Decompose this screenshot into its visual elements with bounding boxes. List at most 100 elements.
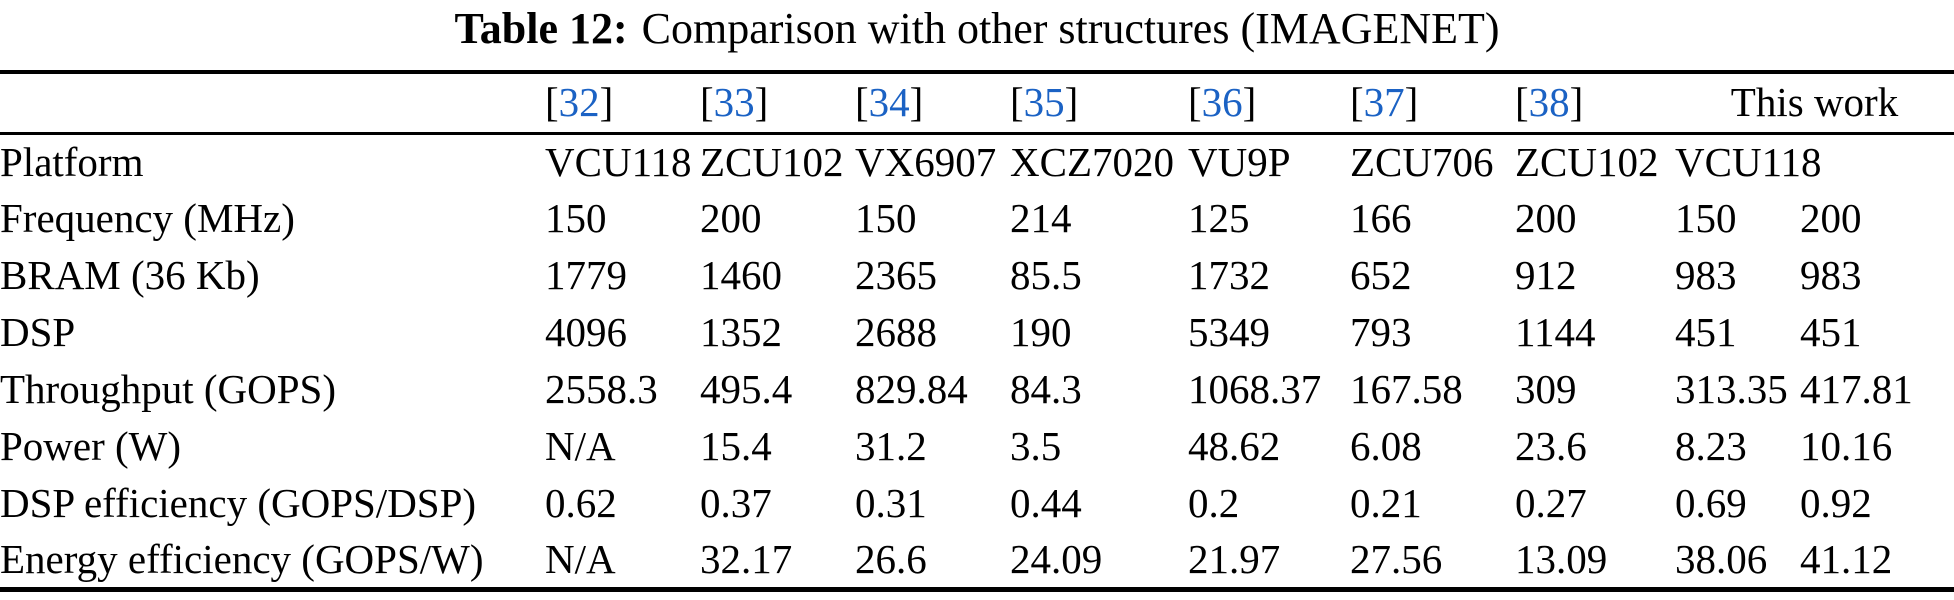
row-label: Throughput (GOPS) [0,366,336,412]
cell: 214 [1010,195,1072,241]
cell: 31.2 [855,423,927,469]
cell: 417.81 [1800,366,1913,412]
row-label: Energy efficiency (GOPS/W) [0,535,484,582]
cell: N/A [545,535,616,582]
citation-link[interactable]: 34 [868,79,910,126]
table-caption-label: Table 12: [454,4,628,53]
cell: 983 [1800,252,1862,298]
citation-link[interactable]: 35 [1023,79,1065,126]
cell: XCZ7020 [1010,138,1174,185]
cell: 0.69 [1675,480,1747,526]
cell: 21.97 [1188,535,1281,582]
cell: 4096 [545,309,627,355]
header-cite-cell: [37] [1350,72,1515,135]
citation-close-bracket: ] [599,79,614,126]
cell: 200 [700,195,762,241]
citation-open-bracket: [ [545,79,559,126]
citation-link[interactable]: 38 [1528,79,1570,126]
citation-open-bracket: [ [1188,79,1202,126]
cell: 495.4 [700,366,793,412]
citation-open-bracket: [ [700,79,714,126]
cell: 150 [855,195,917,241]
cell: 200 [1800,195,1862,241]
table-row-power: Power (W) N/A 15.4 31.2 3.5 48.62 6.08 2… [0,418,1954,475]
cell: 1732 [1188,252,1270,298]
row-label: DSP efficiency (GOPS/DSP) [0,480,477,526]
table-caption: Table 12: Comparison with other structure… [0,0,1954,58]
cell: 313.35 [1675,366,1788,412]
row-label: Power (W) [0,423,182,469]
cell: 32.17 [700,535,793,582]
citation-close-bracket: ] [1569,79,1584,126]
cell: 38.06 [1675,535,1768,582]
table-row-throughput: Throughput (GOPS) 2558.3 495.4 829.84 84… [0,361,1954,418]
cell: 125 [1188,195,1250,241]
cell: 652 [1350,252,1412,298]
cell: 1460 [700,252,782,298]
table-row-platform: Platform VCU118 ZCU102 VX6907 XCZ7020 VU… [0,133,1954,190]
cell: 0.2 [1188,480,1240,526]
header-empty-cell [0,72,545,135]
cell: 1352 [700,309,782,355]
cell: 6.08 [1350,423,1422,469]
cell: 166 [1350,195,1412,241]
cell: 1068.37 [1188,366,1322,412]
citation-close-bracket: ] [754,79,769,126]
citation-open-bracket: [ [1350,79,1364,126]
citation-open-bracket: [ [1515,79,1529,126]
citation-link[interactable]: 36 [1201,79,1243,126]
cell: N/A [545,423,616,469]
cell: 10.16 [1800,423,1893,469]
citation-close-bracket: ] [1404,79,1419,126]
table-row-bram: BRAM (36 Kb) 1779 1460 2365 85.5 1732 65… [0,247,1954,304]
table-row-frequency: Frequency (MHz) 150 200 150 214 125 166 … [0,190,1954,247]
table-caption-text: Comparison with other structures (IMAGEN… [641,4,1500,53]
cell-this-work: VCU118 [1675,138,1822,185]
header-this-work: This work [1675,72,1954,135]
citation-link[interactable]: 37 [1363,79,1405,126]
cell: 912 [1515,252,1577,298]
row-label: DSP [0,309,76,355]
cell: 451 [1675,309,1737,355]
table-row-dsp-efficiency: DSP efficiency (GOPS/DSP) 0.62 0.37 0.31… [0,475,1954,532]
cell: 0.37 [700,480,772,526]
cell: 309 [1515,366,1577,412]
cell: 0.92 [1800,480,1872,526]
cell: VX6907 [855,138,997,185]
citation-link[interactable]: 33 [713,79,755,126]
cell: 5349 [1188,309,1270,355]
cell: VCU118 [545,138,692,185]
citation-close-bracket: ] [1242,79,1257,126]
row-label: Frequency (MHz) [0,195,295,241]
cell: 150 [545,195,607,241]
cell: ZCU706 [1350,138,1494,185]
cell: 8.23 [1675,423,1747,469]
cell: 983 [1675,252,1737,298]
cell: 829.84 [855,366,968,412]
cell: 2688 [855,309,937,355]
cell: 84.3 [1010,366,1082,412]
comparison-table: [32] [33] [34] [35] [36] [37] [38] This … [0,70,1954,592]
cell: 0.27 [1515,480,1587,526]
cell: 2365 [855,252,937,298]
cell: 451 [1800,309,1862,355]
row-label: Platform [0,138,144,185]
citation-close-bracket: ] [1064,79,1079,126]
header-cite-cell: [35] [1010,72,1188,135]
table-row-dsp: DSP 4096 1352 2688 190 5349 793 1144 451… [0,304,1954,361]
cell: 15.4 [700,423,772,469]
cell: 0.44 [1010,480,1082,526]
cell: 793 [1350,309,1412,355]
citation-link[interactable]: 32 [558,79,600,126]
cell: 167.58 [1350,366,1463,412]
header-row: [32] [33] [34] [35] [36] [37] [38] This … [0,72,1954,135]
cell: 24.09 [1010,535,1103,582]
cell: 3.5 [1010,423,1062,469]
citation-open-bracket: [ [855,79,869,126]
cell: 13.09 [1515,535,1608,582]
cell: 2558.3 [545,366,658,412]
cell: 150 [1675,195,1737,241]
cell: VU9P [1188,138,1291,185]
cell: 1144 [1515,309,1596,355]
cell: 0.21 [1350,480,1422,526]
